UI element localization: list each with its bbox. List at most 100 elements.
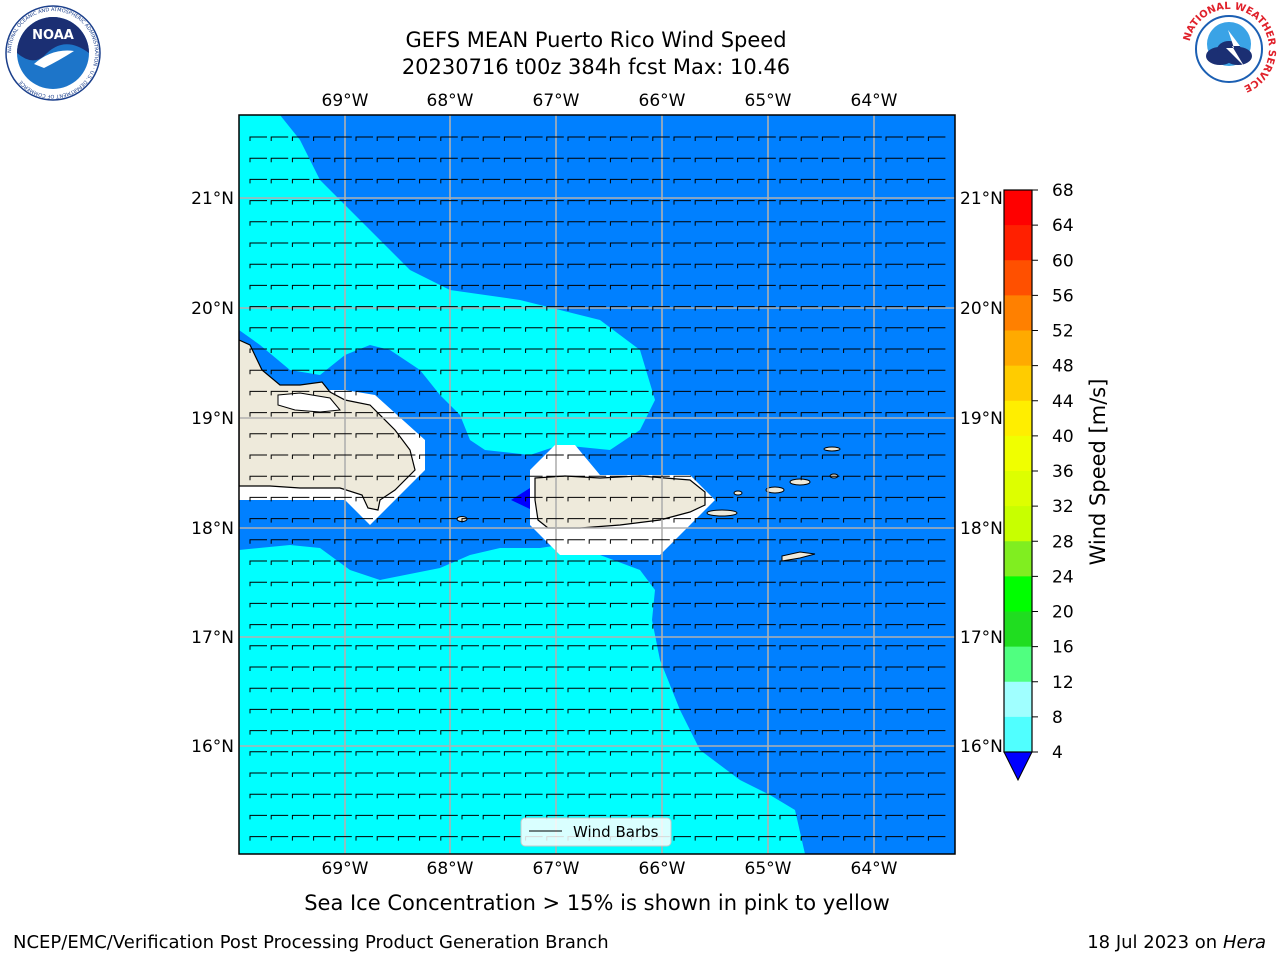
wind-barb <box>440 263 458 269</box>
wind-barb <box>334 687 352 693</box>
wind-barb <box>355 200 373 205</box>
wind-barb <box>440 178 458 184</box>
wind-barb <box>694 581 713 587</box>
wind-barb <box>503 263 522 269</box>
wind-barb <box>249 284 267 290</box>
wind-barb <box>440 730 458 735</box>
wind-barb <box>419 284 437 290</box>
colorbar: 68 64 60 56 52 48 44 40 36 32 28 24 20 16 12 8 4 <box>1003 181 1074 782</box>
lon-label-top: 67°W <box>533 91 580 111</box>
wind-barb <box>885 369 903 375</box>
wind-barb <box>864 836 882 841</box>
wind-barb <box>715 348 734 353</box>
wind-barb <box>503 708 522 714</box>
wind-barb <box>588 560 607 565</box>
wind-barb <box>800 539 819 544</box>
wind-barb <box>334 390 352 396</box>
wind-barb <box>758 433 776 438</box>
wind-barb <box>461 327 479 332</box>
wind-barb <box>334 539 352 544</box>
wind-barb <box>694 624 713 629</box>
wind-barb <box>631 687 649 693</box>
wind-barb <box>567 624 585 629</box>
wind-barb <box>355 454 373 459</box>
wind-barb <box>503 836 522 841</box>
wind-barb <box>715 157 734 163</box>
wind-barb <box>440 390 458 396</box>
wind-barb <box>758 730 776 735</box>
wind-barb <box>631 454 649 459</box>
wind-region-min <box>511 488 532 510</box>
wind-barb <box>800 772 819 777</box>
wind-barb <box>525 412 543 417</box>
wind-barb <box>694 369 713 375</box>
wind-barb <box>843 348 861 353</box>
wind-barb <box>609 433 628 438</box>
wind-barb <box>525 263 543 269</box>
wind-barb <box>567 454 585 459</box>
colorbar-segment <box>1004 260 1032 296</box>
wind-barb <box>525 284 543 290</box>
wind-barb <box>631 369 649 375</box>
wind-barb <box>779 242 797 247</box>
wind-barb <box>864 687 882 693</box>
wind-barb <box>694 602 713 608</box>
colorbar-tick-label: 12 <box>1052 673 1074 693</box>
wind-barb <box>673 645 691 650</box>
wind-barb <box>546 560 564 565</box>
colorbar-tick-label: 48 <box>1052 357 1074 377</box>
wind-barb <box>334 836 352 841</box>
wind-barb <box>843 327 861 332</box>
wind-barb <box>419 475 437 481</box>
wind-barb <box>376 178 395 184</box>
wind-barb <box>906 539 925 544</box>
wind-barb <box>927 327 946 332</box>
wind-barb <box>334 475 352 481</box>
wind-barb <box>482 433 501 438</box>
wind-barb <box>503 306 522 311</box>
wind-barb <box>737 306 755 311</box>
wind-barb <box>334 284 352 290</box>
wind-barb <box>843 454 861 459</box>
wind-barb <box>503 814 522 820</box>
wind-barb <box>609 369 628 375</box>
wind-barb <box>631 624 649 629</box>
wind-barb <box>800 645 819 650</box>
wind-barb <box>291 581 310 587</box>
wind-barb <box>737 496 755 502</box>
wind-barb <box>376 708 395 714</box>
wind-barb <box>546 475 564 481</box>
wind-barb <box>652 200 670 205</box>
wind-barb <box>800 496 819 502</box>
wind-barb <box>397 772 416 777</box>
wind-barb <box>525 242 543 247</box>
wind-barb <box>482 412 501 417</box>
wind-barb <box>800 242 819 247</box>
colorbar-tick-label: 64 <box>1052 216 1074 236</box>
wind-barb <box>927 284 946 290</box>
wind-barb <box>355 730 373 735</box>
wind-barb <box>843 496 861 502</box>
wind-barb <box>737 200 755 205</box>
wind-barb <box>376 454 395 459</box>
wind-barb <box>249 793 267 799</box>
wind-barb <box>482 836 501 841</box>
colorbar-label: Wind Speed [m/s] <box>1086 379 1110 566</box>
wind-barb <box>609 242 628 247</box>
wind-barb <box>885 306 903 311</box>
wind-barb <box>419 454 437 459</box>
wind-barb <box>482 602 501 608</box>
wind-barb <box>927 645 946 650</box>
wind-barb <box>843 306 861 311</box>
wind-barb <box>779 454 797 459</box>
wind-barb <box>779 221 797 226</box>
wind-barb <box>864 624 882 629</box>
wind-barb <box>482 454 501 459</box>
wind-barb <box>313 284 331 290</box>
wind-barb <box>927 157 946 163</box>
wind-barb <box>270 327 289 332</box>
wind-barb <box>291 348 310 353</box>
wind-barb <box>694 730 713 735</box>
wind-barb <box>546 539 564 544</box>
wind-barb <box>758 645 776 650</box>
